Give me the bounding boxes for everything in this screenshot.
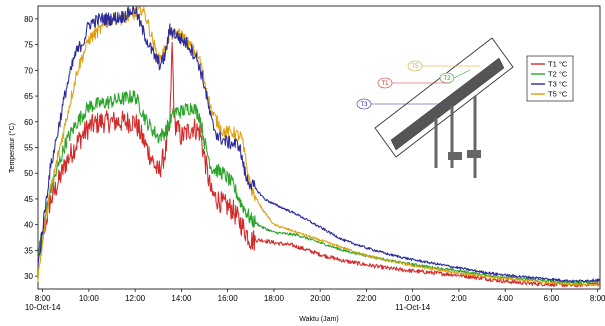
y-tick-label: 60 xyxy=(24,118,33,127)
sensor-label: T2 xyxy=(443,76,451,82)
legend-label: T2 °C xyxy=(548,70,568,79)
collector-diagram: T5 T2 T1 T3 xyxy=(356,37,514,178)
x-tick-label: 6:00 xyxy=(544,294,560,303)
x-tick-label: 8:00 xyxy=(590,294,605,303)
sensor-label: T1 xyxy=(381,81,389,87)
x-tick-label: 8:00 xyxy=(35,294,51,303)
y-axis: 30 35 40 45 50 55 60 65 70 75 80 xyxy=(24,15,38,281)
y-tick-label: 75 xyxy=(24,41,33,50)
x-tick-label: 22:00 xyxy=(356,294,377,303)
pipe-fitting-2 xyxy=(467,150,481,158)
x-tick-label: 12:00 xyxy=(125,294,146,303)
x-tick-label: 2:00 xyxy=(451,294,467,303)
y-tick-label: 65 xyxy=(24,92,33,101)
series-line-t5 xyxy=(37,6,601,287)
legend-label: T3 °C xyxy=(548,80,568,89)
x-tick-label: 18:00 xyxy=(264,294,285,303)
x-tick-label: 0:00 xyxy=(405,294,421,303)
y-tick-label: 70 xyxy=(24,66,33,75)
x-tick-label: 4:00 xyxy=(497,294,513,303)
x-tick-label: 20:00 xyxy=(310,294,331,303)
sensor-marker xyxy=(407,60,423,72)
sensor-leader-line xyxy=(453,69,471,79)
y-tick-label: 30 xyxy=(24,272,33,281)
y-tick-label: 35 xyxy=(24,246,33,255)
absorber-plate xyxy=(390,57,505,151)
x-date-label: 11-Oct-14 xyxy=(395,303,431,312)
y-tick-label: 45 xyxy=(24,195,33,204)
legend-label: T5 °C xyxy=(548,90,568,99)
x-date-label: 10-Oct-14 xyxy=(25,303,61,312)
legend: T1 °CT2 °CT3 °CT5 °C xyxy=(526,55,574,102)
series-line-t1 xyxy=(37,41,601,288)
series-line-t3 xyxy=(37,6,601,283)
x-tick-label: 14:00 xyxy=(171,294,192,303)
sensor-label: T3 xyxy=(360,102,368,108)
sensor-marker xyxy=(377,77,393,89)
y-tick-label: 80 xyxy=(24,15,33,24)
x-axis-title: Waktu (Jam) xyxy=(299,316,338,323)
sensor-label: T5 xyxy=(411,64,419,70)
x-tick-label: 16:00 xyxy=(218,294,239,303)
series-line-t2 xyxy=(37,89,601,284)
y-tick-label: 50 xyxy=(24,169,33,178)
y-axis-title: Temperatur (°C) xyxy=(8,123,16,173)
sensor-marker xyxy=(356,98,372,110)
y-tick-label: 55 xyxy=(24,144,33,153)
x-axis: 8:00 10:00 12:00 14:00 16:00 18:00 20:00 22:00 0… xyxy=(25,289,605,312)
x-tick-label: 10:00 xyxy=(79,294,100,303)
series-layer xyxy=(37,6,601,288)
y-tick-label: 40 xyxy=(24,221,33,230)
legend-label: T1 °C xyxy=(548,60,568,69)
pipe-fitting-1 xyxy=(448,152,462,160)
